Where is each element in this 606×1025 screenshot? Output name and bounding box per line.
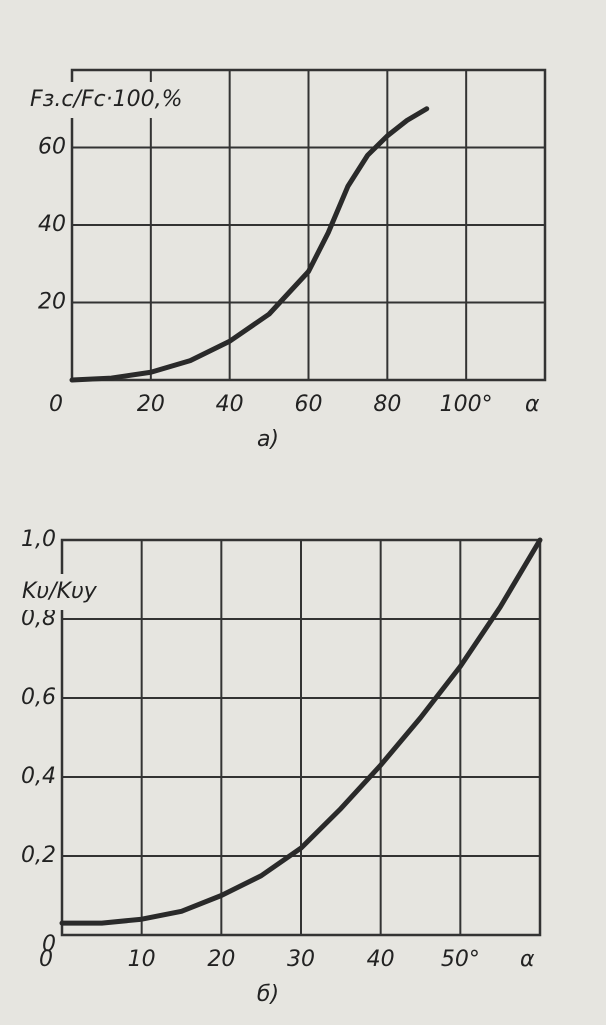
y-tick-label: 60	[38, 135, 66, 160]
x-tick-label: 100°	[440, 392, 493, 417]
x-tick-label: 20	[207, 947, 235, 972]
x-tick-label: 20	[137, 392, 165, 417]
y-tick-label: 0,6	[21, 685, 56, 710]
x-tick-label: 10	[128, 947, 156, 972]
caption: б)	[257, 982, 279, 1007]
y-label-bg	[18, 574, 138, 610]
x-tick-label: 40	[367, 947, 395, 972]
caption: а)	[257, 427, 279, 452]
x-tick-label: 0	[39, 947, 53, 972]
y-tick-label: 0,2	[21, 843, 56, 868]
x-tick-label: 40	[216, 392, 244, 417]
y-tick-label: 1,0	[21, 527, 56, 552]
y-label-bg	[26, 82, 226, 118]
y-tick-label: 0,4	[21, 764, 56, 789]
x-tick-label: 30	[287, 947, 315, 972]
x-tick-label: 0	[49, 392, 63, 417]
y-tick-label: 40	[38, 212, 66, 237]
curve	[59, 537, 543, 926]
curve	[69, 106, 430, 383]
y-tick-label: 0,8	[21, 606, 56, 631]
x-tick-label: 50°	[441, 947, 480, 972]
y-tick-label: 20	[38, 290, 66, 315]
y-tick-label: 0	[42, 932, 56, 957]
x-axis-label: α	[520, 947, 535, 972]
x-tick-label: 60	[295, 392, 323, 417]
y-axis-label: Fз.с/Fс·100,%	[30, 87, 183, 112]
y-axis-label: Kυ/Kυy	[22, 579, 98, 604]
x-tick-label: 80	[373, 392, 401, 417]
x-axis-label: α	[525, 392, 540, 417]
